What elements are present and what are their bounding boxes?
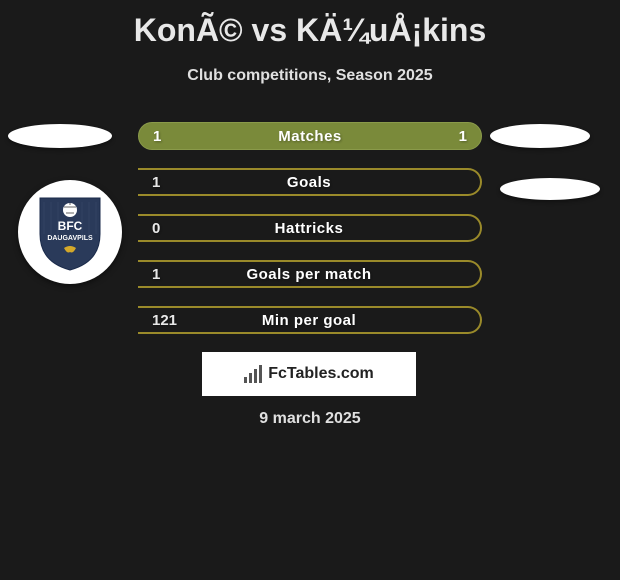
club-badge: BFC DAUGAVPILS xyxy=(18,180,122,284)
row-label: Min per goal xyxy=(202,312,416,329)
page-title: KonÃ© vs KÄ¼uÅ¡kins xyxy=(0,0,620,49)
site-logo-text: FcTables.com xyxy=(268,365,374,383)
row-right-value: 1 xyxy=(417,128,467,145)
match-date: 9 march 2025 xyxy=(0,410,620,428)
row-goals: 1 Goals xyxy=(138,168,482,196)
row-left-value: 1 xyxy=(152,174,202,191)
site-logo: FcTables.com xyxy=(202,352,416,396)
row-left-value: 1 xyxy=(153,128,203,145)
row-matches: 1 Matches 1 xyxy=(138,122,482,150)
bars-icon xyxy=(244,365,262,383)
stats-rows: 1 Matches 1 1 Goals 0 Hattricks 1 Goals … xyxy=(138,122,482,352)
row-label: Matches xyxy=(203,128,417,145)
row-left-value: 121 xyxy=(152,312,202,329)
row-gpm: 1 Goals per match xyxy=(138,260,482,288)
row-label: Goals xyxy=(202,174,416,191)
svg-text:BFC: BFC xyxy=(58,219,83,233)
right-ellipse-mid xyxy=(500,178,600,200)
row-left-value: 0 xyxy=(152,220,202,237)
right-ellipse-top xyxy=(490,124,590,148)
shield-icon: BFC DAUGAVPILS xyxy=(28,190,112,274)
row-mpg: 121 Min per goal xyxy=(138,306,482,334)
row-label: Goals per match xyxy=(202,266,416,283)
page-subtitle: Club competitions, Season 2025 xyxy=(0,67,620,85)
row-label: Hattricks xyxy=(202,220,416,237)
row-hattricks: 0 Hattricks xyxy=(138,214,482,242)
svg-text:DAUGAVPILS: DAUGAVPILS xyxy=(47,235,93,242)
left-ellipse-top xyxy=(8,124,112,148)
row-left-value: 1 xyxy=(152,266,202,283)
